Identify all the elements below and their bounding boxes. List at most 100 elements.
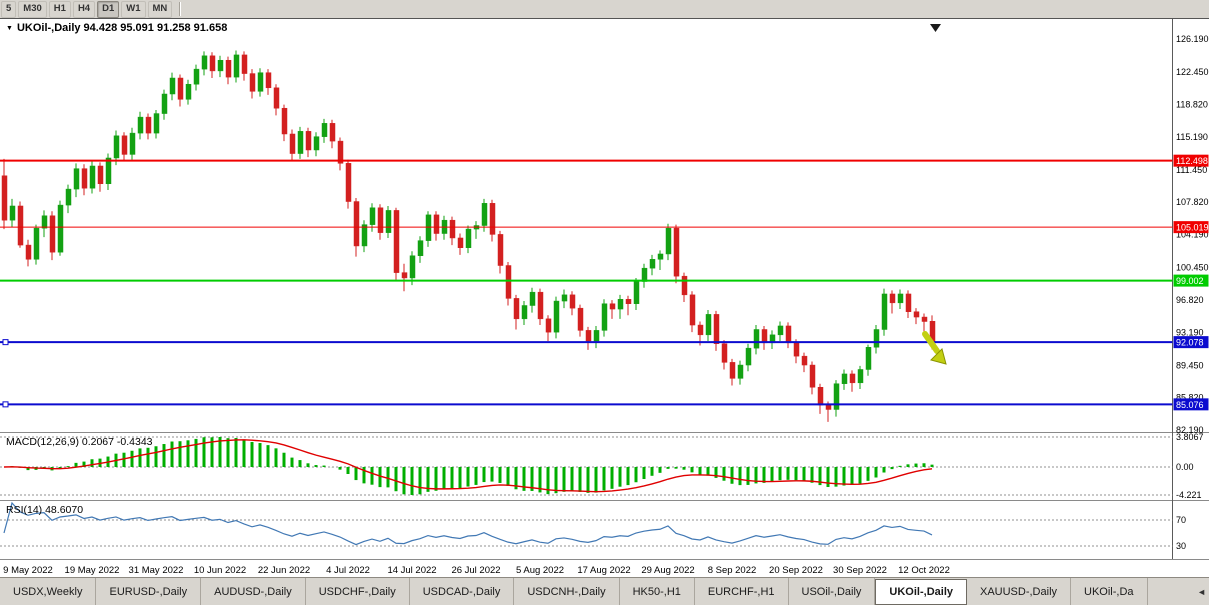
timeframe-button-w1[interactable]: W1: [121, 0, 146, 18]
tab-usdcad-daily[interactable]: USDCAD-,Daily: [410, 578, 515, 605]
candle: [57, 200, 64, 256]
candle: [33, 224, 40, 265]
arrow-annotation-icon[interactable]: [922, 331, 947, 365]
candle: [81, 164, 88, 196]
candle: [729, 358, 736, 386]
price-tag: [1173, 274, 1209, 287]
candle: [465, 225, 472, 254]
date-label: 5 Aug 2022: [516, 565, 564, 576]
timeframe-button-5[interactable]: 5: [1, 0, 17, 18]
date-label: 17 Aug 2022: [577, 565, 630, 576]
candle: [705, 309, 712, 342]
price-line-99-002[interactable]: 99.002: [0, 274, 1209, 287]
y-axis-tick: 107.820: [1176, 197, 1209, 207]
candle: [833, 380, 840, 417]
candle: [281, 104, 288, 142]
price-line-105-019[interactable]: 105.019: [0, 221, 1209, 234]
candle: [633, 277, 640, 310]
candle: [233, 50, 240, 83]
candle: [817, 383, 824, 414]
candles: [1, 50, 936, 422]
chart-header: ▼ UKOil-,Daily 94.428 95.091 91.258 91.6…: [6, 22, 227, 34]
candle: [625, 295, 632, 316]
tab-audusd-daily[interactable]: AUDUSD-,Daily: [201, 578, 306, 605]
y-axis-tick: 126.190: [1176, 34, 1209, 44]
candle: [113, 130, 120, 166]
timeframe-toolbar: 5 M30 H1 H4 D1 W1 MN: [0, 0, 1209, 19]
candle: [537, 288, 544, 326]
svg-text:112.498: 112.498: [1176, 156, 1208, 166]
candle: [193, 64, 200, 91]
candle: [121, 132, 128, 162]
chart-header-label: UKOil-,Daily 94.428 95.091 91.258 91.658: [16, 22, 228, 34]
candle: [665, 223, 672, 261]
candle: [209, 52, 216, 79]
candle: [345, 159, 352, 209]
candle: [577, 304, 584, 337]
candle: [849, 370, 856, 392]
tab-eurchf-h1[interactable]: EURCHF-,H1: [695, 578, 789, 605]
candle: [801, 352, 808, 373]
candle: [809, 361, 816, 395]
tab-ukoil-da[interactable]: UKOil-,Da: [1071, 578, 1148, 605]
candle: [25, 239, 32, 267]
chart-area[interactable]: 126.190 122.450 118.820 115.190 111.450 107.8…: [0, 18, 1209, 579]
y-axis-tick: 115.190: [1176, 132, 1208, 142]
candle: [649, 254, 656, 276]
y-axis-tick: 104.190: [1176, 230, 1209, 240]
macd-signal-line: [3, 439, 933, 493]
y-axis-tick: 118.820: [1176, 99, 1208, 109]
price-tag: [1173, 398, 1209, 411]
candle: [737, 360, 744, 385]
tab-usdcnh-daily[interactable]: USDCNH-,Daily: [514, 578, 620, 605]
candle: [129, 127, 136, 160]
candle: [769, 330, 776, 350]
date-label: 14 Jul 2022: [387, 565, 436, 576]
symbol-dropdown-icon[interactable]: ▼: [6, 24, 13, 32]
candle: [721, 340, 728, 370]
rsi-axis-tick: 70: [1176, 515, 1186, 525]
candle: [65, 184, 72, 214]
price-line-92-078[interactable]: 92.078: [0, 336, 1209, 349]
price-line-112-498[interactable]: 112.498: [0, 154, 1209, 167]
candle: [913, 308, 920, 325]
symbol-tabbar: USDX,Weekly EURUSD-,Daily AUDUSD-,Daily USD…: [0, 577, 1209, 605]
candle: [137, 111, 144, 140]
timeframe-button-h1[interactable]: H1: [48, 0, 71, 18]
candle: [177, 74, 184, 107]
tab-hk50-h1[interactable]: HK50-,H1: [620, 578, 695, 605]
candle: [457, 233, 464, 255]
candle: [329, 119, 336, 149]
chart-svg[interactable]: 126.190 122.450 118.820 115.190 111.450 107.8…: [0, 19, 1209, 579]
candle: [513, 294, 520, 330]
candle: [673, 224, 680, 284]
candle: [873, 325, 880, 354]
tab-xauusd-daily[interactable]: XAUUSD-,Daily: [967, 578, 1072, 605]
candle: [713, 310, 720, 351]
candle: [17, 201, 24, 248]
tab-ukoil-daily[interactable]: UKOil-,Daily: [875, 579, 967, 605]
timeframe-button-m30[interactable]: M30: [18, 0, 47, 18]
candle: [585, 326, 592, 350]
candle: [289, 129, 296, 161]
candle: [417, 236, 424, 263]
candle: [73, 163, 80, 198]
tab-usoil-daily[interactable]: USOil-,Daily: [789, 578, 876, 605]
timeframe-button-mn[interactable]: MN: [147, 0, 173, 18]
y-axis-tick: 111.450: [1176, 165, 1207, 175]
y-axis-tick: 82.190: [1176, 425, 1204, 435]
y-axis-tick: 93.190: [1176, 327, 1204, 337]
chart-shift-marker-icon[interactable]: [930, 24, 941, 32]
tab-scroll-left-icon[interactable]: ◄: [1197, 587, 1206, 597]
tab-usdchf-daily[interactable]: USDCHF-,Daily: [306, 578, 410, 605]
candle: [273, 84, 280, 116]
candle: [257, 68, 264, 97]
candle: [9, 198, 16, 228]
timeframe-button-h4[interactable]: H4: [72, 0, 96, 18]
candle: [593, 325, 600, 349]
candle: [385, 205, 392, 238]
timeframe-button-d1[interactable]: D1: [97, 0, 120, 18]
tab-usdx-weekly[interactable]: USDX,Weekly: [0, 578, 97, 605]
tab-eurusd-daily[interactable]: EURUSD-,Daily: [96, 578, 202, 605]
price-line-85-076[interactable]: 85.076: [0, 398, 1209, 411]
